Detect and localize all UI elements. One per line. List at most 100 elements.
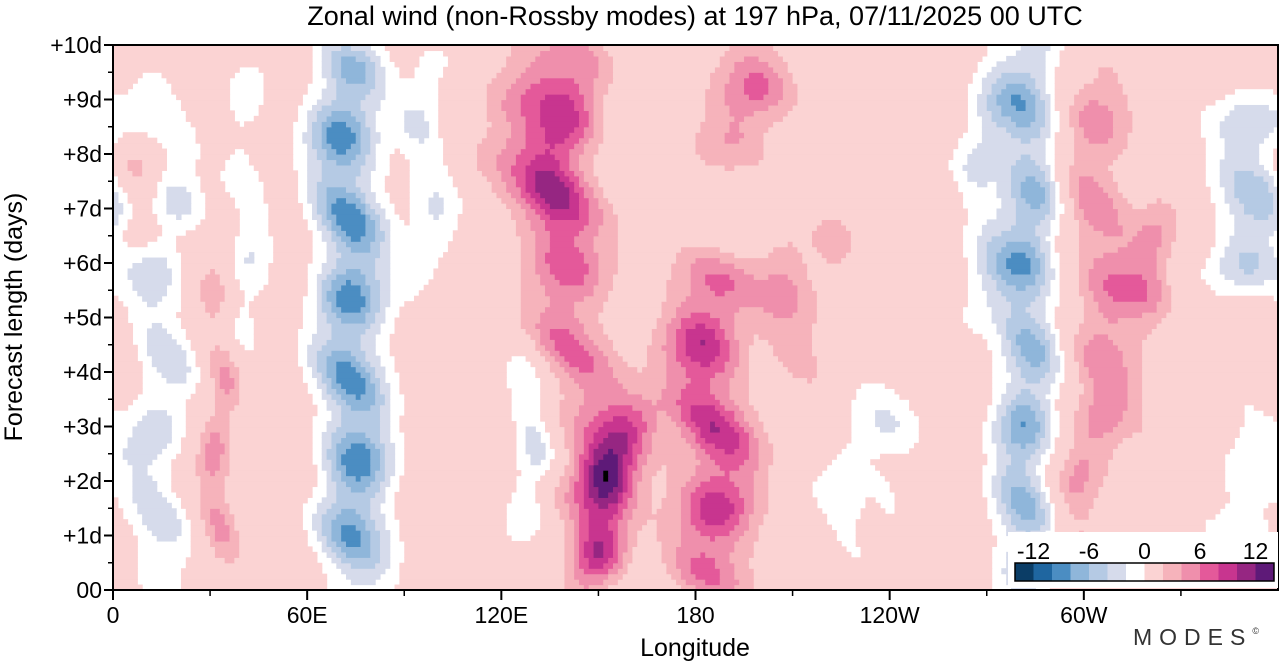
heatmap-cell — [612, 546, 619, 553]
heatmap-cell — [234, 519, 303, 526]
heatmap-cell — [360, 164, 376, 171]
heatmap-cell — [1064, 361, 1080, 368]
heatmap-cell — [1059, 431, 1075, 438]
heatmap-cell — [729, 355, 740, 362]
heatmap-cell — [370, 513, 386, 520]
heatmap-cell — [1015, 208, 1051, 215]
heatmap-cell — [336, 464, 347, 471]
heatmap-cell — [399, 562, 566, 569]
heatmap-cell — [113, 404, 129, 411]
heatmap-cell — [185, 415, 211, 422]
heatmap-cell — [1112, 448, 1231, 455]
heatmap-cell — [1122, 88, 1235, 95]
heatmap-cell — [612, 415, 629, 422]
heatmap-cell — [1078, 175, 1095, 182]
heatmap-cell — [180, 497, 201, 504]
heatmap-cell — [773, 312, 794, 319]
heatmap-cell — [370, 137, 381, 144]
heatmap-cell — [695, 486, 740, 493]
heatmap-cell — [1045, 415, 1051, 422]
heatmap-cell — [549, 333, 575, 340]
heatmap-cell — [719, 322, 735, 329]
heatmap-cell — [1253, 404, 1279, 411]
heatmap-cell — [1059, 252, 1080, 259]
heatmap-cell — [545, 224, 585, 231]
heatmap-cell — [1122, 224, 1143, 231]
heatmap-cell — [307, 197, 318, 204]
heatmap-cell — [593, 241, 619, 248]
heatmap-cell — [336, 551, 347, 558]
heatmap-cell — [627, 540, 638, 547]
heatmap-cell — [1224, 115, 1279, 122]
heatmap-cell — [1127, 143, 1206, 150]
heatmap-cell — [768, 77, 784, 84]
heatmap-cell — [326, 535, 333, 542]
heatmap-cell — [569, 453, 575, 460]
heatmap-cell — [268, 263, 308, 270]
heatmap-cell — [603, 453, 619, 460]
heatmap-cell — [331, 519, 367, 526]
heatmap-cell — [758, 333, 813, 340]
heatmap-cell — [520, 99, 541, 106]
heatmap-cell — [685, 350, 721, 357]
heatmap-cell — [1132, 203, 1148, 210]
heatmap-cell — [1030, 121, 1046, 128]
heatmap-cell — [986, 104, 1002, 111]
heatmap-cell — [229, 442, 313, 449]
heatmap-cell — [1035, 486, 1041, 493]
heatmap-cell — [583, 546, 595, 553]
heatmap-cell — [705, 448, 726, 455]
heatmap-cell — [680, 317, 721, 324]
heatmap-cell — [520, 322, 536, 329]
heatmap-cell — [379, 252, 391, 259]
heatmap-cell — [685, 481, 701, 488]
heatmap-cell — [161, 72, 235, 79]
heatmap-cell — [1078, 235, 1133, 242]
heatmap-cell — [661, 306, 677, 313]
heatmap-cell — [680, 410, 692, 417]
heatmap-cell — [447, 55, 507, 62]
heatmap-cell — [428, 208, 444, 215]
heatmap-cell — [1040, 442, 1051, 449]
heatmap-cell — [574, 551, 580, 558]
heatmap-cell — [1161, 230, 1177, 237]
heatmap-cell — [530, 361, 551, 368]
heatmap-cell — [200, 279, 221, 286]
heatmap-cell — [535, 175, 561, 182]
heatmap-cell — [646, 361, 667, 368]
heatmap-cell — [151, 361, 187, 368]
heatmap-cell — [477, 143, 507, 150]
heatmap-cell — [700, 530, 731, 537]
heatmap-cell — [1054, 137, 1075, 144]
heatmap-cell — [346, 388, 367, 395]
heatmap-cell — [360, 333, 376, 340]
x-tick-label: 60E — [287, 602, 328, 628]
heatmap-cell — [739, 344, 750, 351]
heatmap-cell — [316, 361, 328, 368]
heatmap-cell — [549, 148, 570, 155]
heatmap-cell — [331, 72, 342, 79]
heatmap-cell — [365, 94, 386, 101]
heatmap-cell — [714, 328, 726, 335]
heatmap-cell — [797, 295, 818, 302]
heatmap-cell — [739, 306, 765, 313]
heatmap-cell — [1045, 263, 1051, 270]
heatmap-cell — [710, 453, 750, 460]
heatmap-cell — [603, 104, 706, 111]
heatmap-cell — [1001, 437, 1012, 444]
heatmap-cell — [394, 584, 566, 591]
heatmap-cell — [656, 410, 667, 417]
heatmap-cell — [845, 252, 964, 259]
heatmap-cell — [593, 366, 614, 373]
heatmap-cell — [346, 431, 367, 438]
heatmap-cell — [593, 481, 619, 488]
heatmap-cell — [370, 322, 381, 329]
heatmap-cell — [627, 481, 633, 488]
heatmap-cell — [1054, 508, 1070, 515]
heatmap-cell — [768, 83, 784, 90]
heatmap-cell — [612, 72, 711, 79]
heatmap-cell — [399, 72, 415, 79]
heatmap-cell — [583, 99, 595, 106]
heatmap-cell — [113, 344, 138, 351]
heatmap-cell — [331, 530, 342, 537]
